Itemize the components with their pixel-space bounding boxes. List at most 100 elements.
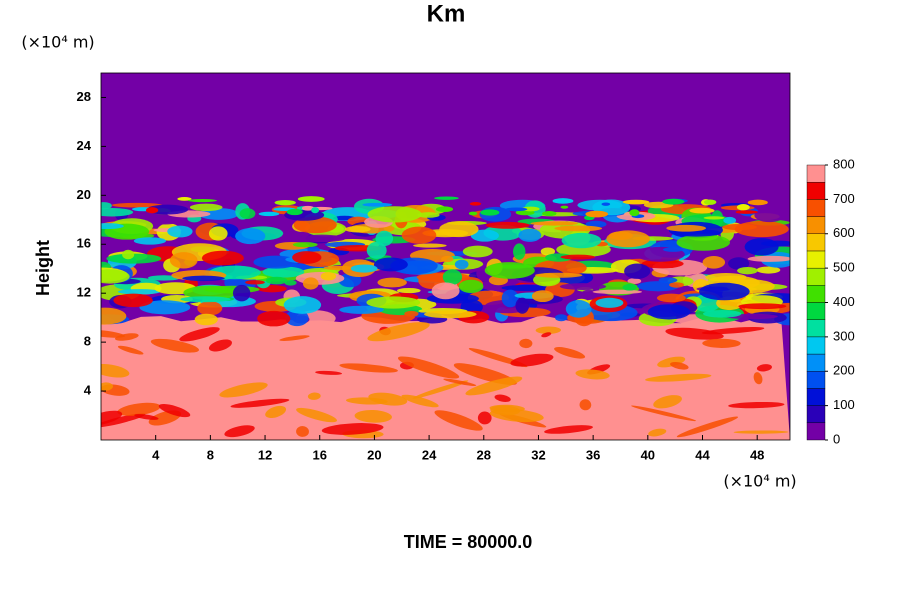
field-blob: [560, 205, 569, 209]
field-blob: [412, 380, 469, 399]
colorbar-tick-label: 700: [833, 191, 855, 206]
field-blob: [367, 206, 422, 223]
field-blob: [627, 278, 642, 285]
field-blob: [565, 300, 592, 318]
y-tick-label: 20: [77, 187, 91, 202]
field-blob: [297, 196, 325, 202]
field-blob: [756, 266, 781, 274]
x-tick-label: 8: [207, 447, 214, 462]
field-blob: [339, 363, 398, 373]
field-blob: [296, 407, 337, 423]
field-blob: [257, 310, 291, 327]
field-blob: [375, 230, 394, 247]
field-blob: [377, 277, 407, 288]
field-blob: [560, 254, 596, 260]
field-blob: [301, 205, 315, 211]
field-blob: [232, 284, 251, 302]
field-blob: [515, 297, 530, 314]
field-blob: [728, 401, 785, 409]
field-blob: [117, 402, 161, 416]
field-blob: [302, 277, 319, 290]
y-tick-label: 24: [77, 138, 92, 153]
field-blob: [648, 428, 667, 437]
field-blob: [354, 410, 392, 423]
field-blob: [559, 283, 607, 290]
field-blob: [505, 207, 528, 212]
field-blob: [622, 283, 637, 291]
field-blob: [585, 220, 607, 228]
field-blob: [413, 243, 447, 248]
field-blob: [575, 369, 610, 380]
field-blob: [292, 251, 322, 264]
field-blob: [114, 333, 139, 341]
field-blob: [454, 259, 469, 270]
field-blob: [676, 416, 739, 438]
x-tick-label: 44: [695, 447, 710, 462]
field-blob: [284, 279, 297, 286]
field-blob: [555, 314, 568, 322]
field-blob: [489, 408, 544, 423]
field-blob: [645, 373, 712, 382]
contour-field: [101, 73, 790, 440]
field-blob: [417, 212, 440, 218]
field-blob: [540, 247, 556, 256]
field-blob: [689, 207, 715, 214]
y-unit: (×10⁴ m): [21, 33, 94, 52]
field-blob: [484, 262, 535, 279]
field-blob: [106, 253, 162, 264]
field-blob: [150, 338, 200, 353]
field-blob: [117, 345, 144, 355]
field-blob: [113, 293, 153, 308]
y-tick-label: 12: [77, 285, 91, 300]
field-blob: [366, 241, 387, 259]
colorbar-swatch: [806, 319, 826, 338]
field-blob: [703, 199, 717, 205]
field-blob: [561, 232, 602, 249]
field-blob: [396, 287, 421, 294]
field-blob: [239, 208, 256, 219]
x-tick-label: 48: [750, 447, 764, 462]
colorbar-swatch: [806, 405, 826, 424]
field-blob: [534, 272, 583, 278]
field-blob: [297, 234, 346, 243]
field-blob: [753, 372, 763, 385]
y-tick-label: 4: [84, 383, 92, 398]
field-blob: [245, 280, 265, 285]
field-blob: [458, 279, 484, 293]
field-blob: [606, 230, 650, 248]
field-blob: [747, 255, 790, 262]
field-blob: [441, 255, 454, 263]
field-blob: [443, 378, 477, 386]
field-blob: [501, 284, 553, 292]
field-blob: [122, 249, 135, 260]
field-blob: [101, 363, 130, 378]
field-blob: [736, 204, 750, 211]
field-blob: [180, 296, 231, 303]
field-blob: [554, 225, 603, 232]
chart-title: Km: [427, 0, 466, 27]
field-blob: [189, 203, 223, 212]
field-blob: [656, 293, 686, 303]
field-blob: [462, 245, 493, 258]
field-blob: [754, 208, 785, 223]
x-tick-label: 16: [312, 447, 326, 462]
field-blob: [262, 266, 305, 278]
field-blob: [321, 423, 384, 435]
colorbar-swatch: [806, 353, 826, 372]
field-blob: [705, 273, 747, 282]
field-blob: [669, 282, 684, 288]
field-blob: [702, 338, 741, 348]
field-blob: [434, 196, 459, 200]
field-blob: [183, 285, 237, 301]
field-blob: [339, 305, 384, 314]
field-blob: [435, 206, 454, 213]
field-blob: [723, 216, 737, 224]
field-blob: [133, 237, 167, 245]
field-blob: [101, 202, 112, 210]
colorbar-swatch: [806, 371, 826, 389]
field-blob: [366, 296, 421, 309]
field-blob: [296, 426, 309, 437]
field-blob: [531, 290, 554, 303]
field-blob: [167, 225, 193, 238]
field-blob: [194, 313, 218, 326]
